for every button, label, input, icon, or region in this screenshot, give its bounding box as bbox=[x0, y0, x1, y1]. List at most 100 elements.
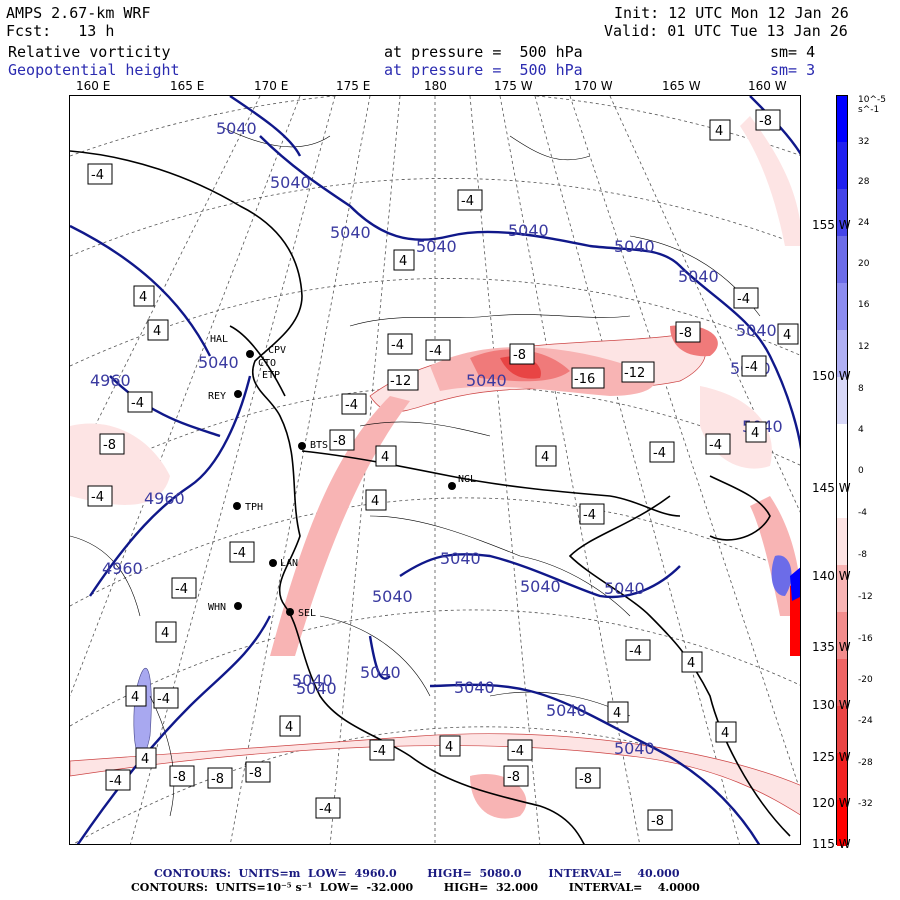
forecast-hour: Fcst: 13 h bbox=[6, 22, 115, 40]
lat-label: 125 W bbox=[812, 750, 851, 764]
coastline bbox=[70, 150, 791, 844]
height-label: 5040 bbox=[270, 173, 311, 192]
svg-text:4: 4 bbox=[783, 328, 791, 343]
vort-label: -8 bbox=[647, 809, 673, 831]
lon-label: 160 E bbox=[76, 79, 111, 93]
lon-label: 175 E bbox=[336, 79, 371, 93]
vort-label: -4 bbox=[387, 333, 413, 355]
weather-map: CPV REY BTS NGL TPH LAN WHN SEL HAL CTO … bbox=[70, 96, 800, 844]
vort-label: -4 bbox=[457, 189, 483, 211]
height-label: 5040 bbox=[416, 237, 457, 256]
svg-text:4: 4 bbox=[541, 450, 549, 465]
height-label: 5040 bbox=[546, 701, 587, 720]
svg-text:4: 4 bbox=[445, 740, 453, 755]
lat-label: 145 W bbox=[812, 481, 851, 495]
station-tph: TPH bbox=[245, 502, 263, 513]
height-label: 5040 bbox=[466, 371, 507, 390]
station-bts: BTS bbox=[310, 440, 328, 451]
svg-text:-8: -8 bbox=[513, 348, 526, 363]
valid-time: Valid: 01 UTC Tue 13 Jan 26 bbox=[604, 22, 848, 40]
vort-label: -8 bbox=[755, 109, 781, 131]
svg-text:4: 4 bbox=[715, 124, 723, 139]
svg-text:-4: -4 bbox=[91, 168, 104, 183]
lat-label: 155 W bbox=[812, 218, 851, 232]
station-etp: ETP bbox=[262, 370, 280, 381]
vort-label: 4 bbox=[125, 685, 147, 707]
height-label: 5040 bbox=[520, 577, 561, 596]
station-cto: CTO bbox=[258, 358, 276, 369]
field1-level: at pressure = 500 hPa bbox=[384, 43, 583, 61]
svg-text:-8: -8 bbox=[173, 770, 186, 785]
vort-label: -4 bbox=[649, 441, 675, 463]
vort-label: -4 bbox=[507, 739, 533, 761]
lon-label: 170 E bbox=[254, 79, 289, 93]
height-label: 5040 bbox=[360, 663, 401, 682]
field1-name: Relative vorticity bbox=[8, 43, 171, 61]
svg-text:4: 4 bbox=[161, 626, 169, 641]
vort-label: -4 bbox=[579, 503, 605, 525]
colorbar-tick: -24 bbox=[858, 716, 873, 726]
height-contours bbox=[70, 96, 800, 844]
svg-text:-4: -4 bbox=[391, 338, 404, 353]
station-rey: REY bbox=[208, 391, 226, 402]
vort-label: -8 bbox=[329, 429, 355, 451]
field1-smoothing: sm= 4 bbox=[770, 43, 816, 61]
height-contour-legend: CONTOURS: UNITS=m LOW= 4960.0 HIGH= 5080… bbox=[154, 867, 680, 880]
init-time: Init: 12 UTC Mon 12 Jan 26 bbox=[614, 4, 849, 22]
vorticity-contour-legend: CONTOURS: UNITS=10⁻⁵ s⁻¹ LOW= -32.000 HI… bbox=[131, 881, 700, 894]
svg-text:-4: -4 bbox=[629, 644, 642, 659]
svg-text:-12: -12 bbox=[390, 374, 411, 389]
svg-text:-4: -4 bbox=[319, 802, 332, 817]
svg-text:-8: -8 bbox=[579, 772, 592, 787]
lat-label: 140 W bbox=[812, 569, 851, 583]
graticule bbox=[70, 96, 800, 844]
vort-label: 4 bbox=[393, 249, 415, 271]
height-label: 5040 bbox=[614, 237, 655, 256]
vort-label: -4 bbox=[369, 739, 395, 761]
vort-label: 4 bbox=[535, 445, 557, 467]
vort-label: 4 bbox=[715, 721, 737, 743]
colorbar-tick: 24 bbox=[858, 218, 870, 228]
map-panel: CPV REY BTS NGL TPH LAN WHN SEL HAL CTO … bbox=[69, 95, 801, 845]
height-label: 5040 bbox=[296, 679, 337, 698]
colorbar-tick: 20 bbox=[858, 259, 870, 269]
vort-label: -8 bbox=[575, 767, 601, 789]
vort-label: -8 bbox=[207, 767, 233, 789]
svg-text:-4: -4 bbox=[737, 292, 750, 307]
svg-text:-4: -4 bbox=[583, 508, 596, 523]
svg-text:4: 4 bbox=[381, 450, 389, 465]
vort-label: -8 bbox=[169, 765, 195, 787]
colorbar-tick: -16 bbox=[858, 634, 873, 644]
height-label: 5040 bbox=[736, 321, 777, 340]
svg-text:4: 4 bbox=[751, 426, 759, 441]
vort-label: -4 bbox=[87, 485, 113, 507]
svg-text:-8: -8 bbox=[759, 114, 772, 129]
svg-text:-4: -4 bbox=[709, 438, 722, 453]
colorbar-tick: -20 bbox=[858, 675, 873, 685]
vort-label: -4 bbox=[171, 577, 197, 599]
svg-text:4: 4 bbox=[399, 254, 407, 269]
field2-smoothing: sm= 3 bbox=[770, 61, 816, 79]
vort-label: 8 bbox=[70, 96, 78, 100]
vort-label: -4 bbox=[105, 769, 131, 791]
svg-text:-8: -8 bbox=[651, 814, 664, 829]
vort-label: -8 bbox=[99, 433, 125, 455]
colorbar-tick: 8 bbox=[858, 384, 864, 394]
vort-label: -4 bbox=[87, 163, 113, 185]
svg-text:-8: -8 bbox=[103, 438, 116, 453]
svg-text:-4: -4 bbox=[511, 744, 524, 759]
lon-label: 180 bbox=[424, 79, 447, 93]
lon-label: 165 E bbox=[170, 79, 205, 93]
vort-label: 4 bbox=[777, 323, 799, 345]
height-label: 4960 bbox=[102, 559, 143, 578]
colorbar-tick: 0 bbox=[858, 466, 864, 476]
vorticity-contours bbox=[70, 125, 761, 817]
svg-text:4: 4 bbox=[131, 690, 139, 705]
lon-label: 175 W bbox=[494, 79, 533, 93]
svg-text:-4: -4 bbox=[653, 446, 666, 461]
vort-label: -4 bbox=[127, 391, 153, 413]
height-label: 5040 bbox=[330, 223, 371, 242]
model-title: AMPS 2.67-km WRF bbox=[6, 4, 151, 22]
lat-label: 120 W bbox=[812, 796, 851, 810]
height-label: 5040 bbox=[454, 678, 495, 697]
